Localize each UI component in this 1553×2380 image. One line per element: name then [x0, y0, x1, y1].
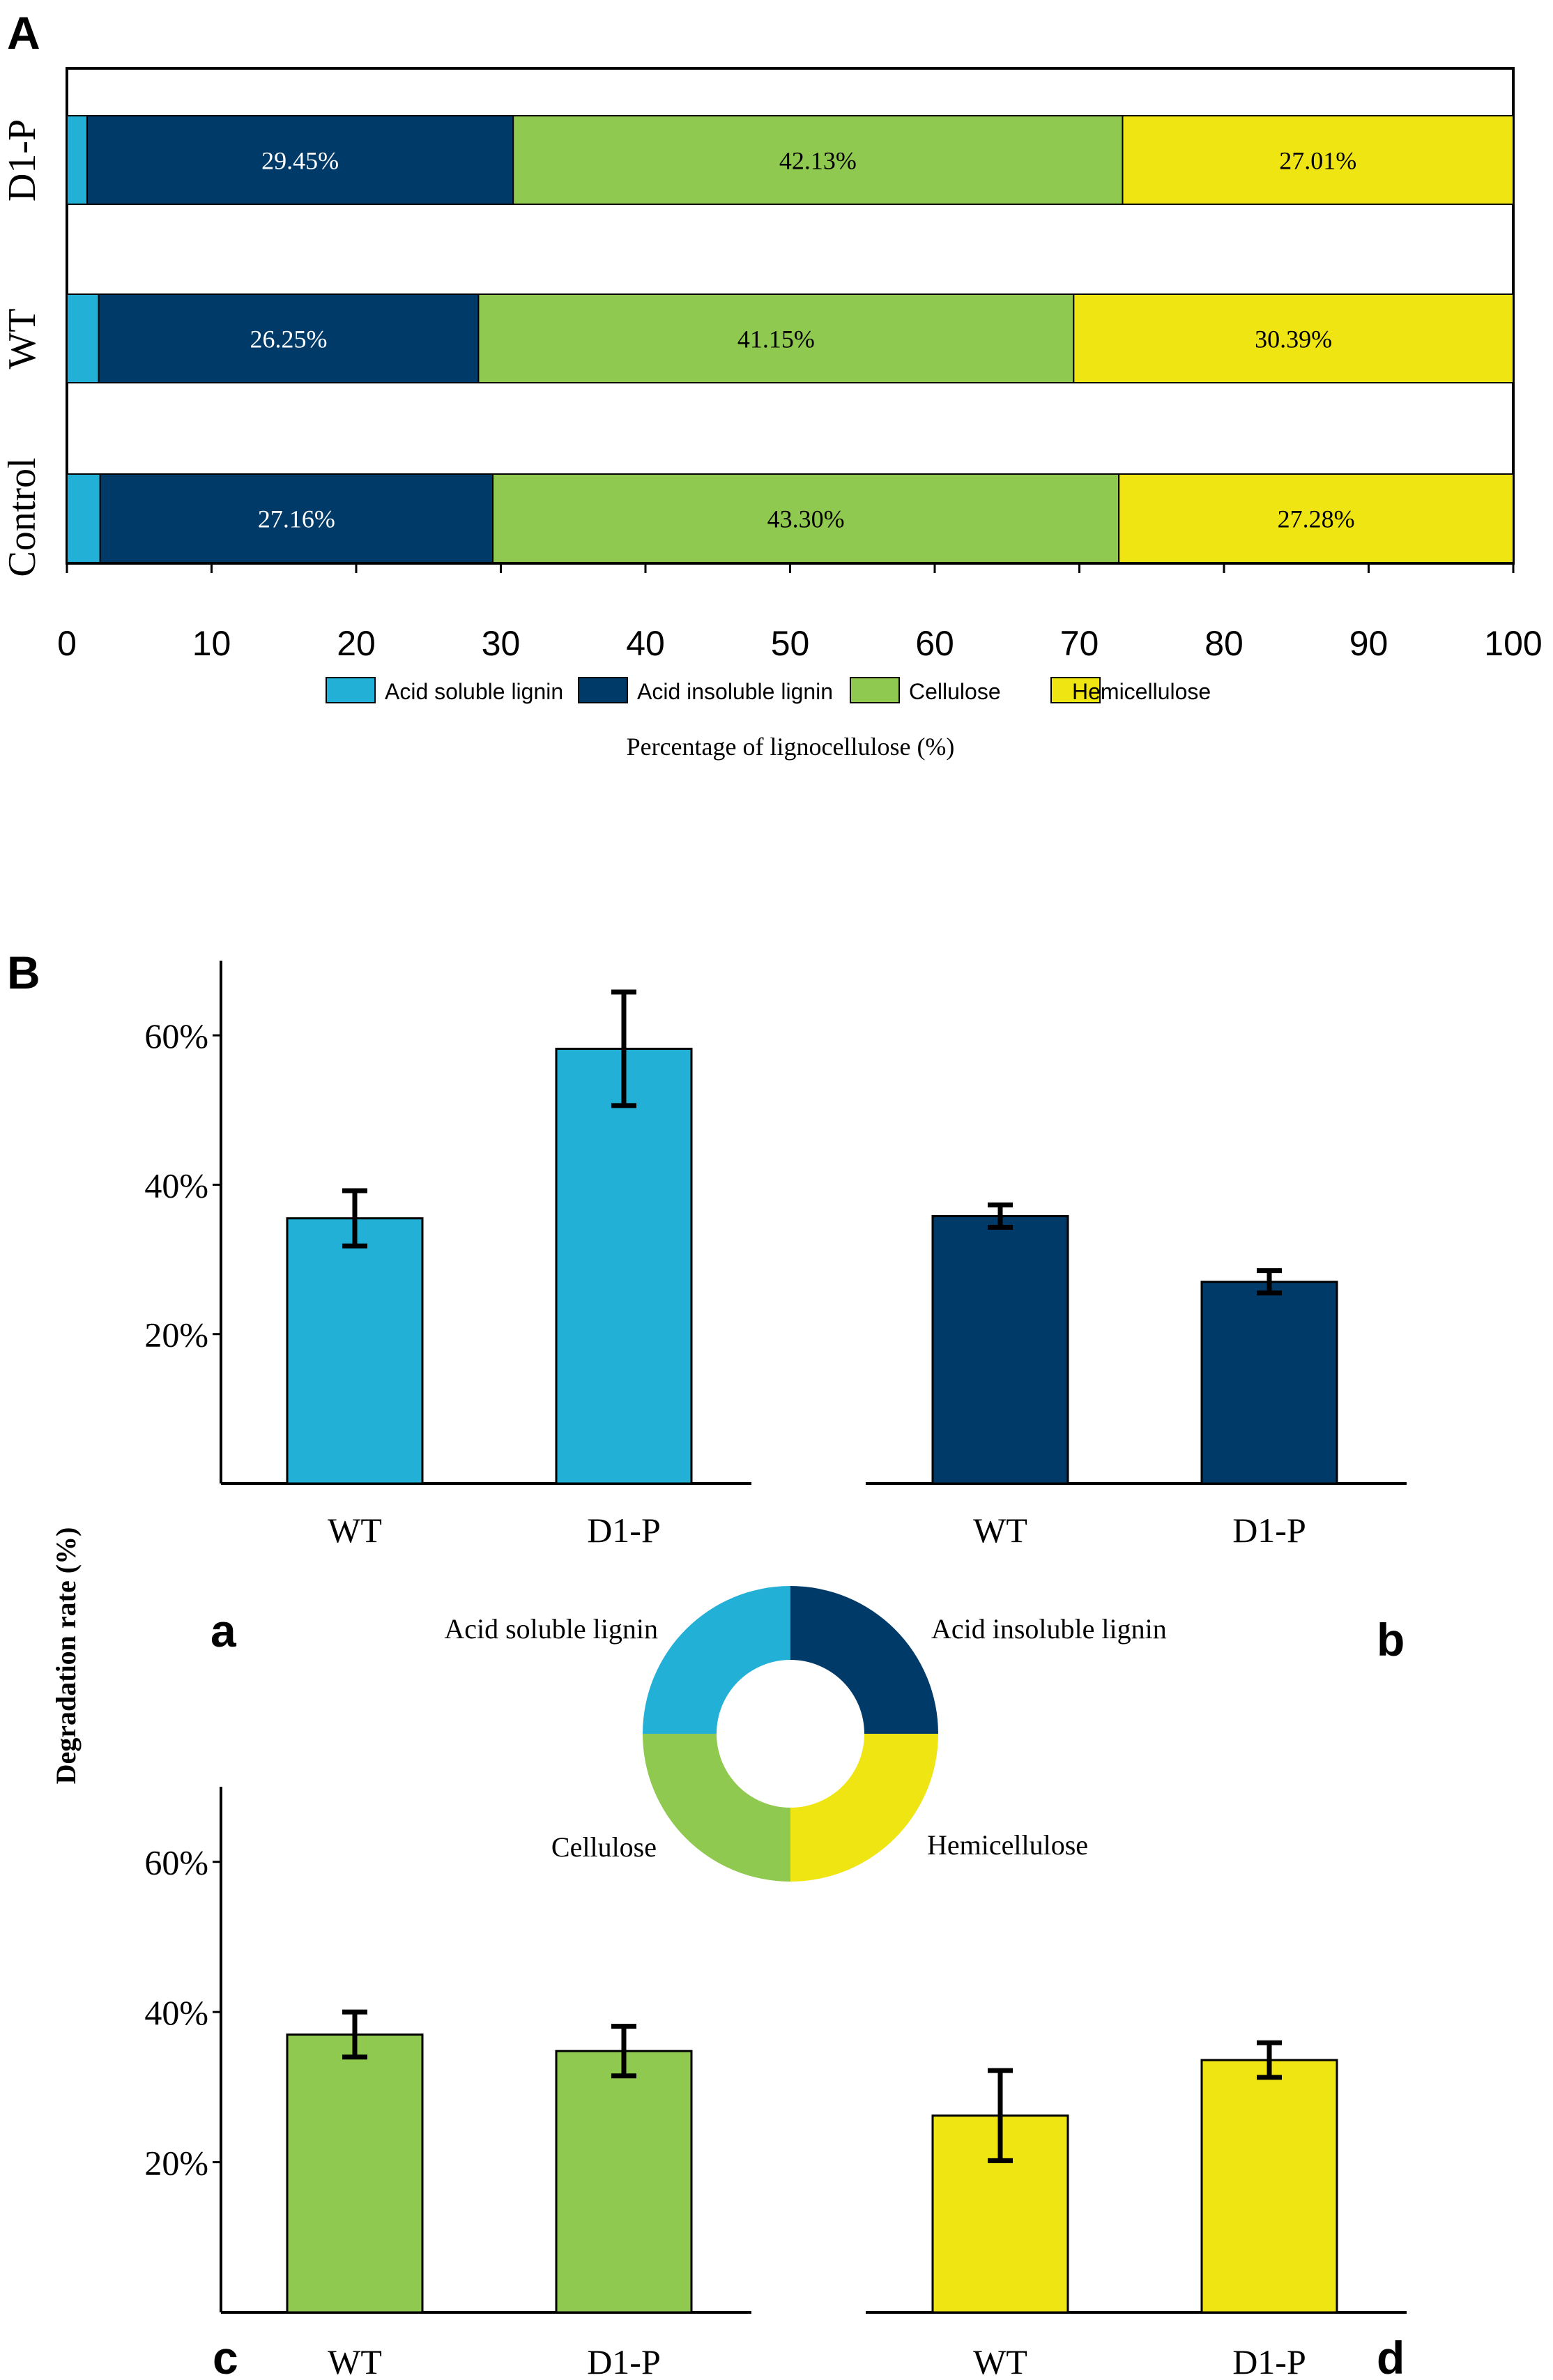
bar-segment-acid-insoluble-lignin — [99, 473, 494, 563]
donut-slice-hemicellulose — [790, 1734, 938, 1882]
bar-segment-cellulose — [512, 115, 1124, 205]
x-category-label: WT — [973, 2342, 1027, 2380]
x-axis: 0 10 20 30 40 50 60 70 80 90 100 — [57, 563, 1543, 663]
subpanel-a-letter: a — [211, 1605, 237, 1656]
y-tick-label: 60% — [144, 1016, 208, 1055]
x-tick-label: 0 — [57, 624, 77, 663]
donut-label: Acid insoluble lignin — [931, 1613, 1167, 1645]
data-label: 26.25% — [250, 326, 328, 353]
bar-chart-acid-insoluble-lignin: WT D1-P — [866, 1202, 1407, 1550]
y-tick-label: 20% — [144, 2144, 208, 2183]
data-label: 29.45% — [261, 147, 339, 175]
bar — [555, 1047, 693, 1485]
bar — [1200, 2059, 1338, 2314]
subpanel-c-letter: c — [213, 2332, 238, 2380]
panel-a-letter: A — [7, 7, 40, 59]
sub-charts: 20% 40% 60% WT D1-P WT D1-P 20% 40% 60% WT D1-P WT D1… — [144, 961, 1407, 2380]
x-tick-label: 80 — [1204, 624, 1244, 663]
bar-segment-hemicellulose — [1118, 473, 1515, 563]
legend-swatch — [578, 677, 628, 703]
x-tick-label: 50 — [771, 624, 810, 663]
bar-segment-acid-insoluble-lignin — [86, 115, 514, 205]
bar-chart-hemicellulose: WT D1-P — [866, 2040, 1407, 2380]
donut-label: Cellulose — [551, 1831, 657, 1863]
panel-b-letter: B — [7, 947, 40, 998]
data-label: 27.01% — [1279, 147, 1356, 175]
bar-segment-hemicellulose — [1122, 115, 1514, 205]
bar-chart-cellulose: 20% 40% 60% WT D1-P — [144, 1787, 751, 2380]
bar — [931, 1214, 1069, 1485]
y-tick-label: 40% — [144, 1166, 208, 1205]
data-label: 27.16% — [258, 505, 335, 533]
x-category-label: D1-P — [587, 1511, 661, 1550]
bar — [555, 2050, 693, 2314]
bar-segment-acid-insoluble-lignin — [98, 293, 480, 383]
legend-label: Acid soluble lignin — [385, 679, 563, 704]
x-category-label: D1-P — [1232, 1511, 1306, 1550]
bar — [1200, 1281, 1338, 1485]
y-tick-label: 20% — [144, 1315, 208, 1355]
x-category-label: WT — [328, 2342, 382, 2380]
legend-swatch — [326, 677, 376, 703]
y-tick-label: 40% — [144, 1993, 208, 2032]
bar-segment-acid-soluble-lignin — [66, 293, 100, 383]
x-tick-label: 20 — [337, 624, 376, 663]
data-label: 27.28% — [1278, 505, 1355, 533]
bar-segment-hemicellulose — [1073, 293, 1515, 383]
x-tick-label: 70 — [1060, 624, 1099, 663]
donut-slice-cellulose — [643, 1734, 790, 1882]
data-label: 30.39% — [1255, 326, 1332, 353]
legend-label: Hemicellulose — [1072, 679, 1211, 704]
bar-segment-cellulose — [492, 473, 1120, 563]
legend-swatch — [850, 677, 900, 703]
y-axis-categories: D1-P WT Control — [1, 119, 44, 577]
x-tick-label: 100 — [1484, 624, 1542, 663]
subpanel-d-letter: d — [1377, 2332, 1405, 2380]
y-axis-title: Degradation rate (%) — [50, 1527, 82, 1785]
x-category-label: D1-P — [1232, 2342, 1306, 2380]
bar — [286, 1217, 424, 1485]
bar-segment-cellulose — [477, 293, 1075, 383]
bar-segment-acid-soluble-lignin — [66, 473, 101, 563]
legend-label: Acid insoluble lignin — [637, 679, 833, 704]
data-label: 43.30% — [767, 505, 845, 533]
legend: Acid soluble lignin Acid insoluble lignin… — [326, 677, 1211, 704]
x-axis-title: Percentage of lignocellulose (%) — [627, 733, 955, 761]
subpanel-b-letter: b — [1377, 1614, 1405, 1665]
degradation-panel: Degradation rate (%) 20% 40% 60% WT D1-P WT D1… — [50, 961, 1407, 2380]
x-tick-label: 40 — [626, 624, 665, 663]
donut-chart: Acid soluble lignin Acid insoluble lignin… — [444, 1586, 1167, 1882]
donut-label: Hemicellulose — [927, 1829, 1088, 1861]
x-category-label: WT — [973, 1511, 1027, 1550]
bar-segment-acid-soluble-lignin — [66, 115, 89, 205]
x-category-label: D1-P — [587, 2342, 661, 2380]
category-label: D1-P — [1, 119, 44, 201]
x-tick-label: 60 — [915, 624, 954, 663]
donut-label: Acid soluble lignin — [444, 1613, 658, 1645]
category-label: WT — [1, 308, 44, 369]
legend-label: Cellulose — [909, 679, 1001, 704]
x-tick-label: 30 — [482, 624, 521, 663]
donut-slice-acid-insoluble-lignin — [790, 1586, 938, 1734]
x-tick-label: 10 — [192, 624, 231, 663]
bar — [286, 2033, 424, 2314]
donut-slice-acid-soluble-lignin — [643, 1586, 790, 1734]
data-label: 41.15% — [737, 326, 815, 353]
stacked-bar-chart: 29.45% 42.13% 27.01% 26.25% 41.15% 30.39% 27.1… — [1, 67, 1543, 761]
y-tick-label: 60% — [144, 1843, 208, 1882]
x-category-label: WT — [328, 1511, 382, 1550]
category-label: Control — [1, 457, 44, 577]
stacked-bars: 29.45% 42.13% 27.01% 26.25% 41.15% 30.39% 27.1… — [66, 115, 1515, 563]
legend-swatch — [1050, 677, 1101, 703]
data-label: 42.13% — [779, 147, 857, 175]
bar-chart-acid-soluble-lignin: 20% 40% 60% WT D1-P — [144, 961, 751, 1550]
x-tick-label: 90 — [1349, 624, 1388, 663]
